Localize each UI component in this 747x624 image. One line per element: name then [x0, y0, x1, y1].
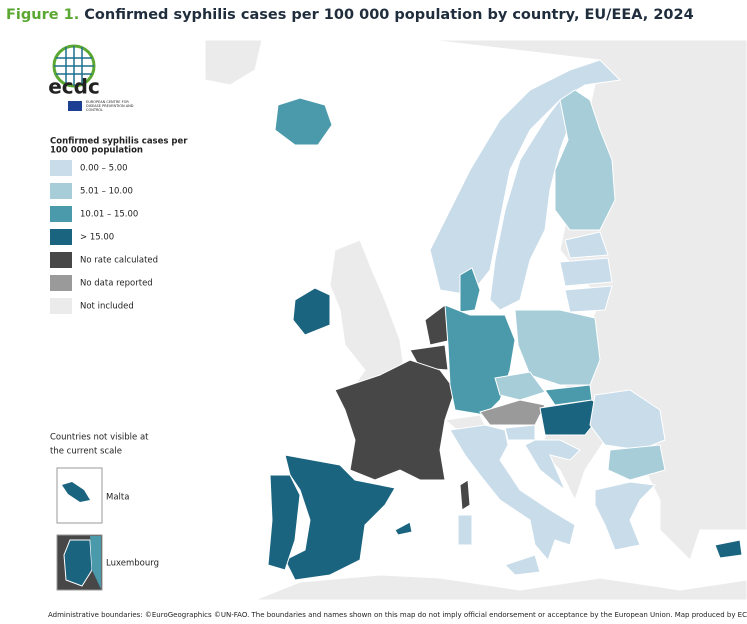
country: [714, 539, 743, 559]
land: [204, 39, 263, 86]
legend-swatch: [50, 252, 72, 268]
country: [589, 389, 666, 451]
map: [204, 39, 747, 601]
country: [459, 267, 481, 313]
legend-title: 100 000 population: [50, 146, 143, 156]
country: [594, 481, 657, 551]
logo-subtitle: CONTROL: [86, 108, 103, 112]
country: [479, 399, 546, 426]
logo-name: ecdc: [48, 75, 100, 99]
logo-grid: [54, 46, 94, 86]
legend-swatch: [50, 183, 72, 199]
legend-label: 0.00 – 5.00: [80, 164, 128, 174]
figure-title: Confirmed syphilis cases per 100 000 pop…: [84, 7, 693, 23]
legend-label: Not included: [80, 302, 134, 312]
country: [284, 454, 396, 581]
legend-swatch: [50, 206, 72, 222]
inset-label: Luxembourg: [106, 559, 159, 569]
legend-label: No rate calculated: [80, 256, 158, 266]
figure-number: Figure 1.: [6, 7, 79, 23]
inset-country: [63, 539, 93, 587]
legend-label: 5.01 – 10.00: [80, 187, 133, 197]
legend-label: No data reported: [80, 279, 153, 289]
insets-title: the current scale: [50, 447, 122, 457]
inset-label: Malta: [106, 493, 129, 503]
legend-label: 10.01 – 15.00: [80, 210, 138, 220]
country: [444, 304, 516, 416]
country: [394, 521, 413, 536]
legend-swatch: [50, 160, 72, 176]
inset-country: [90, 536, 101, 589]
eu-flag: [68, 101, 82, 111]
logo-subtitle: DISEASE PREVENTION AND: [86, 104, 134, 108]
country: [607, 444, 666, 481]
legend-title: Confirmed syphilis cases per: [50, 137, 188, 147]
legend-label: > 15.00: [80, 233, 114, 243]
legend-swatch: [50, 275, 72, 291]
inset-country: [62, 482, 90, 502]
country: [504, 554, 541, 576]
country: [429, 59, 622, 296]
country: [494, 371, 546, 401]
country: [554, 89, 616, 231]
land: [254, 574, 747, 601]
footer: Administrative boundaries: ©EuroGeograph…: [48, 611, 747, 619]
country: [559, 257, 613, 287]
legend-swatch: [50, 298, 72, 314]
insets-title: Countries not visible at: [50, 433, 149, 443]
insets: Countries not visible at the current scal…: [50, 433, 159, 591]
country: [334, 359, 456, 481]
country: [564, 285, 613, 313]
country: [292, 287, 331, 336]
country: [524, 439, 581, 491]
country: [449, 424, 576, 561]
title: Figure 1. Confirmed syphilis cases per 1…: [6, 7, 694, 23]
country: [274, 97, 333, 146]
country: [564, 231, 609, 259]
legend-swatch: [50, 229, 72, 245]
country: [457, 514, 473, 546]
country: [504, 424, 536, 441]
country: [459, 479, 471, 511]
country: [267, 474, 301, 571]
logo-subtitle: EUROPEAN CENTRE FOR: [86, 100, 129, 104]
